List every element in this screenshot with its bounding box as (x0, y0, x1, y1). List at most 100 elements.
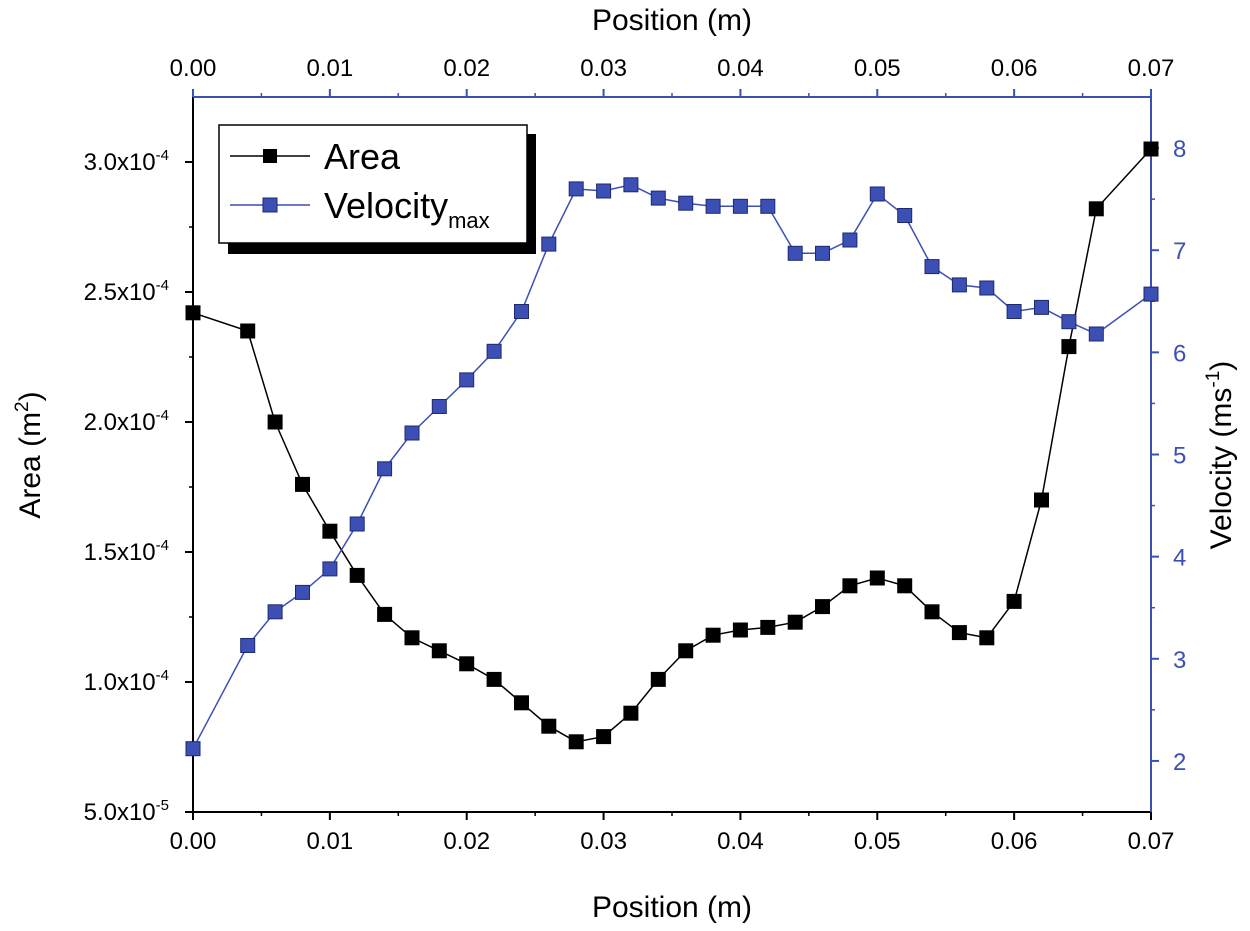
y-left-tick-label: 2.5x10-4 (84, 277, 169, 306)
area-data-point (404, 630, 420, 646)
y-left-tick-label: 2.0x10-4 (84, 407, 169, 436)
x-axis-title-bottom: Position (m) (592, 891, 752, 924)
velocity-data-point (349, 516, 365, 532)
area-data-point (431, 643, 447, 659)
legend-area-label: Area (324, 136, 401, 177)
y-left-tick-exponent: -4 (156, 667, 169, 684)
velocity-data-point (267, 604, 283, 620)
x-tick-label-top: 0.04 (717, 55, 764, 82)
area-data-point (732, 622, 748, 638)
y-left-tick-label: 3.0x10-4 (84, 147, 169, 176)
velocity-data-point (459, 372, 475, 388)
area-data-point (486, 671, 502, 687)
velocity-data-point (732, 198, 748, 214)
velocity-data-point (295, 584, 310, 600)
velocity-data-point (514, 304, 529, 319)
area-data-point (623, 705, 639, 721)
area-data-point (267, 414, 283, 430)
x-tick-label-top: 0.05 (854, 55, 901, 82)
velocity-data-point (431, 399, 447, 414)
y-left-tick-exponent: -4 (156, 147, 169, 164)
area-series-line (192, 148, 1152, 743)
y-left-tick-mantissa: 2.5x10 (84, 279, 156, 306)
y-left-tick-label: 5.0x10-5 (84, 797, 169, 826)
velocity-data-point (678, 195, 694, 211)
area-data-point (924, 604, 940, 620)
velocity-data-point (1088, 326, 1104, 342)
y-right-tick-label: 4 (1173, 545, 1186, 572)
area-data-point (596, 729, 612, 745)
legend-velocity-marker (262, 197, 278, 213)
velocity-data-point (787, 245, 803, 261)
area-data-point (842, 578, 858, 594)
velocity-data-point (185, 741, 201, 757)
x-tick-label-top: 0.02 (443, 55, 490, 82)
legend: Area Velocitymax (218, 124, 536, 254)
area-data-point (897, 578, 913, 594)
x-tick-label-bottom: 0.04 (717, 828, 764, 855)
velocity-data-point (869, 186, 885, 202)
area-data-point (568, 734, 584, 750)
x-tick-label-bottom: 0.07 (1128, 828, 1175, 855)
area-data-point (650, 671, 666, 687)
velocity-data-point (568, 181, 584, 197)
x-tick-label-top: 0.01 (306, 55, 353, 82)
x-tick-label-bottom: 0.06 (991, 828, 1038, 855)
x-tick-label-bottom: 0.03 (580, 828, 627, 855)
x-tick-label-top: 0.06 (991, 55, 1038, 82)
area-data-point (349, 567, 365, 583)
y-left-tick-mantissa: 1.5x10 (84, 539, 156, 566)
area-data-point (1088, 201, 1104, 217)
x-tick-label-top: 0.07 (1128, 55, 1175, 82)
velocity-data-point (1061, 314, 1077, 330)
velocity-data-point (541, 236, 557, 252)
area-data-point (1006, 593, 1022, 609)
series-layer (185, 141, 1159, 757)
y-right-tick-label: 7 (1173, 238, 1186, 265)
y-left-tick-exponent: -4 (156, 407, 169, 424)
x-tick-label-bottom: 0.05 (854, 828, 901, 855)
legend-area-marker (263, 149, 277, 163)
area-data-point (951, 625, 967, 641)
legend-velocity-subscript: max (448, 208, 490, 233)
velocity-data-point (897, 208, 913, 223)
velocity-data-point (486, 343, 502, 359)
x-tick-label-bottom: 0.02 (443, 828, 490, 855)
x-tick-label-bottom: 0.00 (170, 828, 217, 855)
x-tick-label-top: 0.03 (580, 55, 627, 82)
y-left-tick-exponent: -5 (156, 797, 169, 814)
velocity-data-point (979, 280, 995, 296)
area-data-point (760, 619, 776, 635)
x-tick-label-top: 0.00 (170, 55, 217, 82)
velocity-data-point (705, 198, 721, 214)
area-data-point (869, 570, 885, 586)
velocity-data-point (623, 177, 639, 193)
velocity-data-point (842, 232, 858, 248)
area-data-point (185, 305, 201, 321)
area-data-point (514, 695, 529, 711)
velocity-data-point (322, 561, 338, 577)
y-left-tick-exponent: -4 (156, 537, 169, 554)
velocity-data-point (240, 638, 256, 653)
velocity-data-point (951, 277, 967, 293)
velocity-data-point (760, 198, 776, 214)
legend-box (218, 124, 528, 244)
y-left-tick-mantissa: 5.0x10 (84, 799, 156, 826)
area-data-point (295, 476, 310, 492)
y-left-tick-mantissa: 2.0x10 (84, 409, 156, 436)
y-right-tick-label: 8 (1173, 136, 1186, 163)
velocity-data-point (377, 461, 393, 477)
y-left-tick-mantissa: 1.0x10 (84, 669, 156, 696)
velocity-data-point (924, 259, 940, 275)
y-axis-title-right: Velocity (ms-1) (1203, 361, 1238, 550)
y-left-tick-mantissa: 3.0x10 (84, 149, 156, 176)
area-data-point (377, 606, 393, 622)
area-data-point (815, 599, 830, 615)
area-data-point (240, 323, 256, 339)
x-tick-label-bottom: 0.01 (306, 828, 353, 855)
velocity-data-point (1034, 299, 1049, 315)
x-axis-title-top: Position (m) (592, 4, 752, 37)
area-data-point (1061, 339, 1077, 355)
y-axis-title-left: Area (m2) (12, 391, 47, 518)
